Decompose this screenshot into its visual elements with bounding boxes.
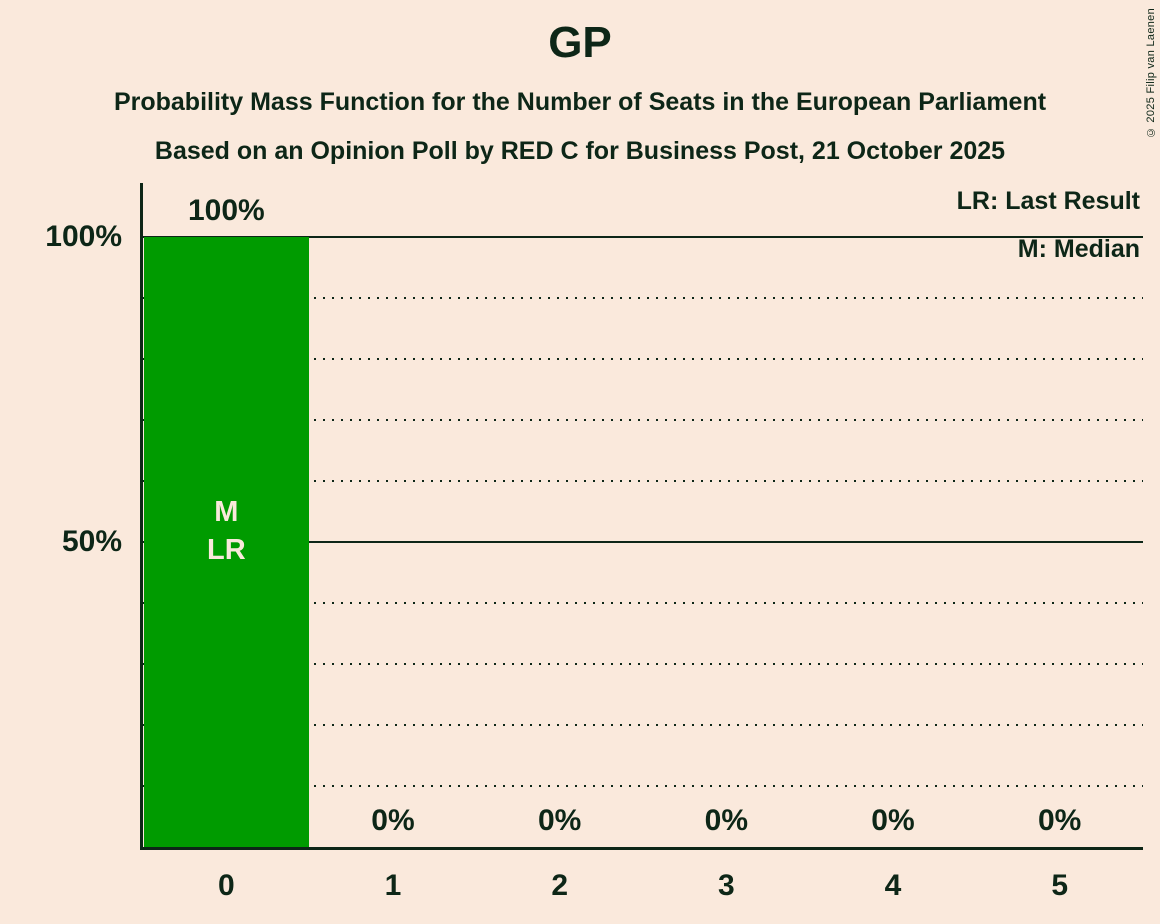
value-label-0: 100% [187,194,265,227]
x-axis-tick-labels: 0 1 2 3 4 5 [143,864,1143,908]
legend-median-label: M: Median [1017,235,1140,263]
x-axis-label-3: 3 [717,869,735,902]
copyright-notice: © 2025 Filip van Laenen [1145,8,1157,139]
gridline-dotted-60 [143,480,1143,482]
gridline-dotted-30 [143,663,1143,665]
x-axis-label-5: 5 [1051,869,1068,902]
value-label-5: 0% [1037,804,1082,837]
x-axis-label-4: 4 [884,869,902,902]
legend-last-result-label: LR: Last Result [956,187,1140,215]
value-label-2: 0% [537,804,582,837]
gridline-dotted-70 [143,419,1143,421]
chart-subtitle: Probability Mass Function for the Number… [113,88,1047,116]
value-label-1: 0% [371,804,415,837]
x-axis-label-1: 1 [384,869,402,902]
gridline-dotted-80 [143,358,1143,360]
chart-title: GP [548,18,612,67]
gridline-dotted-20 [143,724,1143,726]
chart-source-line: Based on an Opinion Poll by RED C for Bu… [154,137,1006,165]
gridline-solid-100 [143,236,1143,238]
y-axis-label-100: 100% [45,220,122,253]
plot-area: M LR 100% 0% 0% 0% 0% 0% [140,183,1143,850]
bar-marker-m-lr: M LR [206,496,246,567]
gridline-solid-50 [143,541,1143,543]
value-label-4: 0% [871,804,915,837]
gridline-dotted-40 [143,602,1143,604]
value-label-3: 0% [704,804,748,837]
gridline-dotted-10 [143,785,1143,787]
y-axis-label-50: 50% [61,525,122,558]
seat-bar-0 [144,237,310,847]
x-axis-label-2: 2 [551,869,568,902]
gridline-dotted-90 [143,297,1143,299]
x-axis-label-0: 0 [217,869,235,902]
